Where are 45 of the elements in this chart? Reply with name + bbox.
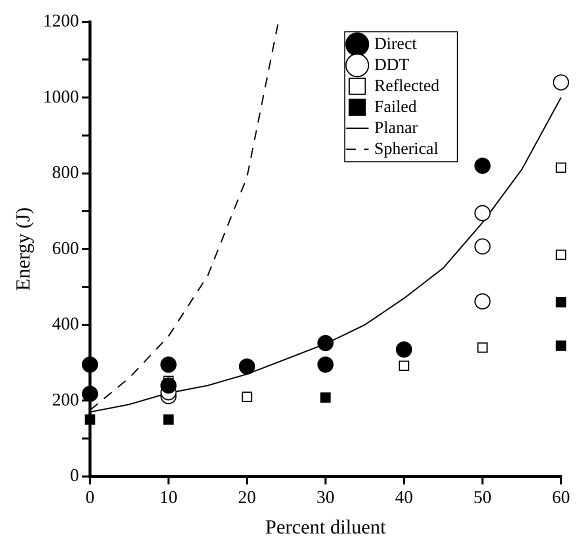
x-tick-label: 20 xyxy=(238,486,256,507)
point xyxy=(556,162,566,173)
legend-label: Direct xyxy=(374,34,418,53)
x-tick-label: 50 xyxy=(474,486,492,507)
point xyxy=(160,356,177,373)
y-tick-label: 1000 xyxy=(43,86,79,106)
point xyxy=(556,296,566,308)
point xyxy=(82,386,98,402)
x-tick-label: 0 xyxy=(86,486,94,507)
point xyxy=(82,356,98,373)
point xyxy=(474,158,491,174)
point xyxy=(552,74,570,91)
y-tick-label: 200 xyxy=(52,389,79,410)
y-tick-label: 800 xyxy=(52,162,79,182)
point xyxy=(474,205,491,222)
legend-label: Reflected xyxy=(374,76,440,95)
legend-label: DDT xyxy=(374,54,410,74)
y-tick-label: 600 xyxy=(52,238,79,258)
point xyxy=(242,392,252,402)
legend-label: Failed xyxy=(374,96,418,116)
point xyxy=(474,293,491,310)
x-tick-label: 40 xyxy=(395,486,413,507)
x-tick-label: 60 xyxy=(552,486,570,507)
y-tick-label: 400 xyxy=(52,314,79,334)
point xyxy=(84,414,96,425)
point xyxy=(320,392,331,403)
point xyxy=(317,334,334,352)
legend-label: Spherical xyxy=(374,138,439,158)
point xyxy=(396,341,412,358)
point xyxy=(398,360,410,371)
point xyxy=(556,250,566,260)
x-tick-label: 30 xyxy=(316,486,334,507)
point xyxy=(477,342,488,353)
point xyxy=(160,377,177,394)
y-tick-label: 1200 xyxy=(43,10,79,31)
point xyxy=(238,358,256,375)
point xyxy=(556,340,566,351)
x-tick-label: 10 xyxy=(160,486,178,507)
point xyxy=(474,238,491,255)
legend-label: Planar xyxy=(374,118,418,137)
y-axis-title: Energy (J) xyxy=(12,207,34,291)
x-axis-title: Percent diluent xyxy=(265,516,386,538)
point xyxy=(163,414,174,425)
point xyxy=(317,356,334,373)
y-tick-label: 0 xyxy=(70,465,79,486)
